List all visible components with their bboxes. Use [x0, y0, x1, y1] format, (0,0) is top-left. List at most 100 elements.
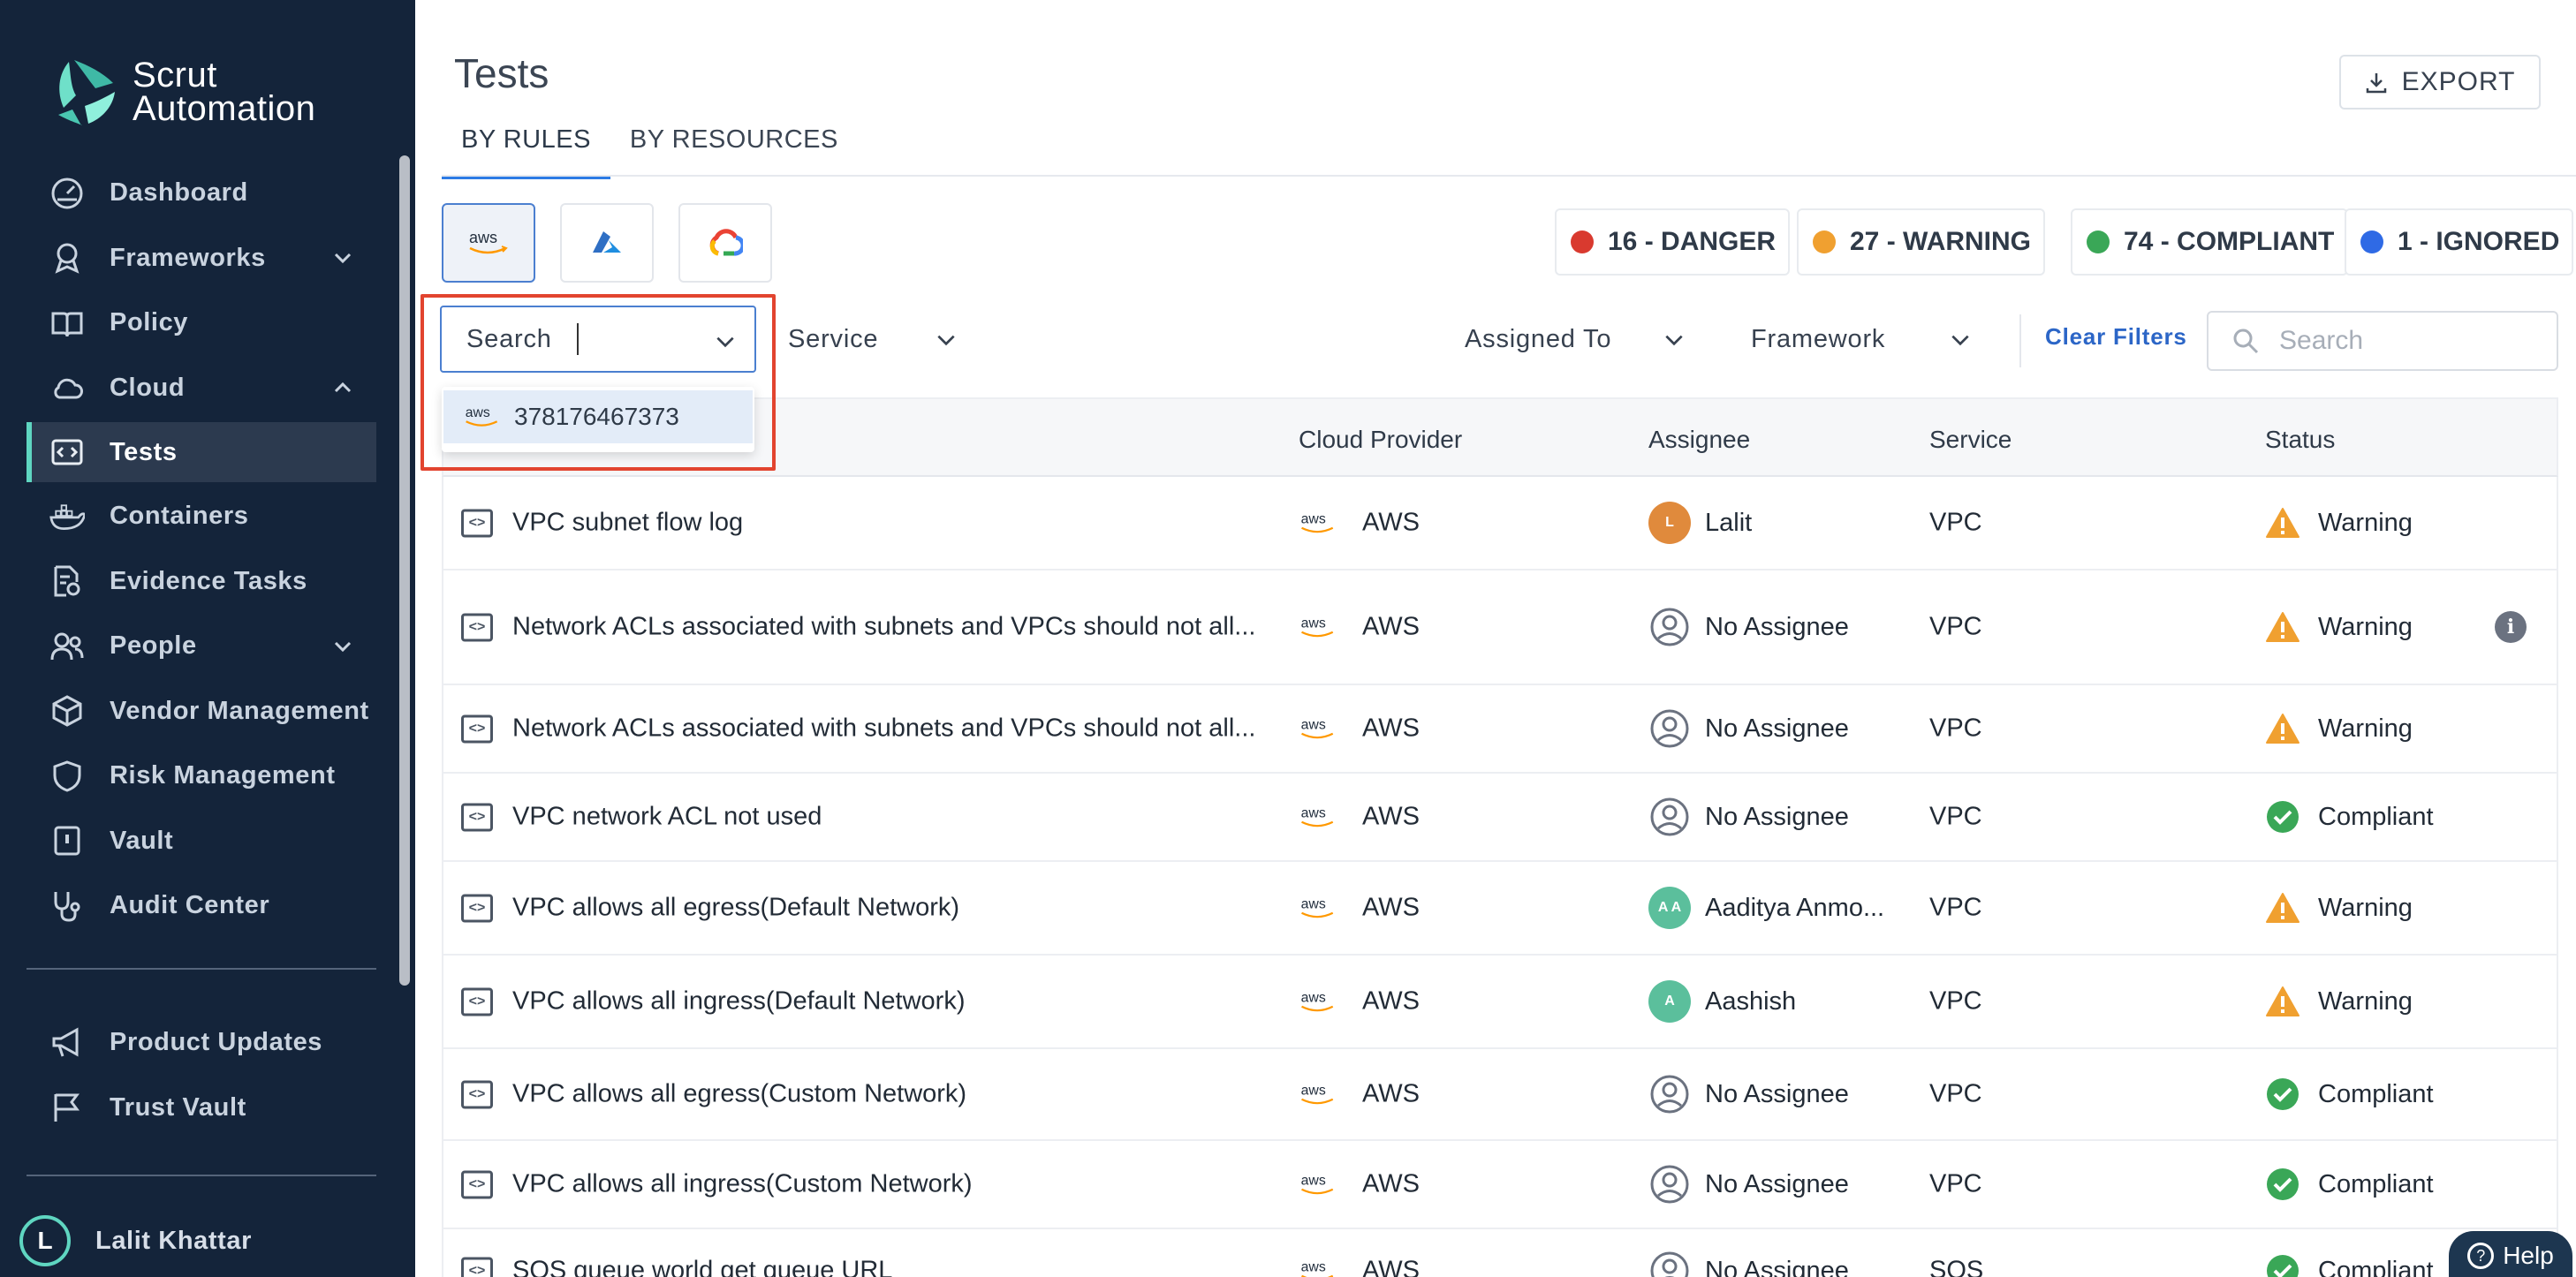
- info-icon[interactable]: i: [2495, 611, 2527, 643]
- warning-count: 27 - WARNING: [1850, 227, 2032, 256]
- column-assignee[interactable]: Assignee: [1648, 426, 1751, 453]
- column-status[interactable]: Status: [2265, 426, 2336, 453]
- sidebar-item-trust-vault[interactable]: Trust Vault: [27, 1076, 376, 1141]
- sidebar-item-dashboard[interactable]: Dashboard: [27, 161, 376, 226]
- export-button[interactable]: EXPORT: [2339, 55, 2541, 110]
- aws-icon: aws: [469, 229, 508, 254]
- service-select[interactable]: Service: [770, 306, 977, 373]
- svg-text:aws: aws: [1301, 1173, 1326, 1188]
- search-input[interactable]: Search: [2207, 311, 2558, 371]
- svg-text:aws: aws: [1301, 805, 1326, 820]
- clear-filters-link[interactable]: Clear Filters: [2045, 323, 2187, 350]
- rule-name[interactable]: VPC allows all ingress(Default Network): [512, 986, 966, 1016]
- sidebar-divider: [27, 968, 376, 970]
- table-row[interactable]: <> VPC allows all ingress(Custom Network)…: [442, 1141, 2558, 1229]
- code-icon: <>: [461, 803, 493, 831]
- rule-name[interactable]: VPC allows all ingress(Custom Network): [512, 1169, 973, 1198]
- assigned-to-select[interactable]: Assigned To: [1447, 306, 1705, 373]
- sidebar-item-frameworks[interactable]: Frameworks: [27, 226, 376, 291]
- sidebar-item-people[interactable]: People: [27, 614, 376, 679]
- service-cell: VPC: [1929, 893, 1982, 922]
- sidebar-item-vendor-management[interactable]: Vendor Management: [27, 679, 376, 744]
- sidebar-item-cloud[interactable]: Cloud: [27, 356, 376, 421]
- warning-counter[interactable]: 27 - WARNING: [1797, 208, 2046, 276]
- service-cell: VPC: [1929, 612, 1982, 641]
- user-profile[interactable]: L Lalit Khattar: [19, 1215, 252, 1266]
- rule-name-cell: <> VPC allows all ingress(Custom Network): [461, 1170, 973, 1199]
- provider-cell: aws AWS: [1299, 894, 1420, 923]
- table-row[interactable]: <> Network ACLs associated with subnets a…: [442, 570, 2558, 685]
- assignee-name: No Assignee: [1705, 612, 1849, 641]
- framework-select[interactable]: Framework: [1733, 306, 1991, 373]
- assignee-cell[interactable]: No Assignee: [1648, 1250, 1849, 1277]
- code-icon: <>: [461, 894, 493, 922]
- table-row[interactable]: <> VPC allows all ingress(Default Network…: [442, 956, 2558, 1049]
- column-cloud-provider[interactable]: Cloud Provider: [1299, 426, 1463, 453]
- rule-name[interactable]: VPC allows all egress(Custom Network): [512, 1079, 967, 1108]
- rule-name[interactable]: VPC subnet flow log: [512, 508, 744, 537]
- danger-counter[interactable]: 16 - DANGER: [1555, 208, 1791, 276]
- table-row[interactable]: <> VPC subnet flow log aws AWS L Lalit VPC Warn…: [442, 477, 2558, 570]
- help-icon: ?: [2467, 1243, 2495, 1269]
- table-header: Cloud Provider Assignee Service Status: [442, 397, 2558, 477]
- tab-by-rules[interactable]: BY RULES: [442, 113, 610, 179]
- sidebar-item-tests[interactable]: Tests: [27, 422, 376, 482]
- sidebar-item-audit-center[interactable]: Audit Center: [27, 873, 376, 939]
- sidebar-item-product-updates[interactable]: Product Updates: [27, 1010, 376, 1076]
- assignee-cell[interactable]: No Assignee: [1648, 1163, 1849, 1205]
- account-option[interactable]: aws 378176467373: [443, 390, 753, 443]
- rule-name[interactable]: VPC network ACL not used: [512, 802, 822, 831]
- docker-icon: [49, 499, 85, 534]
- svg-text:aws: aws: [1301, 511, 1326, 526]
- assignee-cell[interactable]: No Assignee: [1648, 1073, 1849, 1115]
- provider-aws-tile[interactable]: aws: [442, 203, 535, 283]
- table-row[interactable]: <> SQS queue world get queue URL aws AWS No …: [442, 1229, 2558, 1277]
- sidebar-item-label: Cloud: [110, 373, 186, 402]
- assignee-name: No Assignee: [1705, 1256, 1849, 1277]
- chevron-down-icon: [334, 253, 352, 264]
- table-row[interactable]: <> VPC allows all egress(Custom Network) a…: [442, 1049, 2558, 1141]
- scrut-logo[interactable]: Scrut Automation: [49, 57, 315, 127]
- aws-icon: aws: [1301, 896, 1334, 918]
- sidebar-item-policy[interactable]: Policy: [27, 291, 376, 356]
- table-row[interactable]: <> Network ACLs associated with subnets a…: [442, 685, 2558, 774]
- evidence-icon: [49, 563, 85, 599]
- help-button[interactable]: ? Help: [2449, 1231, 2572, 1277]
- gcp-icon: [709, 229, 743, 256]
- sidebar-item-vault[interactable]: Vault: [27, 809, 376, 874]
- table-row[interactable]: <> VPC allows all egress(Default Network)…: [442, 862, 2558, 956]
- assignee-cell[interactable]: No Assignee: [1648, 707, 1849, 750]
- tab-by-resources[interactable]: BY RESOURCES: [629, 125, 838, 154]
- code-icon: <>: [461, 613, 493, 641]
- sidebar-item-evidence-tasks[interactable]: Evidence Tasks: [27, 549, 376, 615]
- text-cursor: [576, 323, 579, 355]
- assignee-cell[interactable]: A A Aaditya Anmo...: [1648, 887, 1884, 929]
- assignee-cell[interactable]: No Assignee: [1648, 606, 1849, 648]
- assignee-cell[interactable]: L Lalit: [1648, 502, 1752, 544]
- rule-name[interactable]: SQS queue world get queue URL: [512, 1256, 893, 1277]
- status-cell: Warning: [2265, 713, 2413, 744]
- provider-gcp-tile[interactable]: [678, 203, 772, 283]
- table-row[interactable]: <> VPC network ACL not used aws AWS No Assig…: [442, 774, 2558, 862]
- compliant-counter[interactable]: 74 - COMPLIANT: [2071, 208, 2349, 276]
- warning-icon: [2265, 713, 2300, 744]
- rule-name[interactable]: Network ACLs associated with subnets and…: [512, 714, 1256, 743]
- rule-name[interactable]: Network ACLs associated with subnets and…: [512, 612, 1256, 641]
- sidebar-item-risk-management[interactable]: Risk Management: [27, 744, 376, 809]
- account-select[interactable]: Search: [440, 306, 756, 373]
- ignored-counter[interactable]: 1 - IGNORED: [2345, 208, 2574, 276]
- assignee-name: No Assignee: [1705, 802, 1849, 831]
- assignee-cell[interactable]: A Aashish: [1648, 980, 1796, 1023]
- sidebar-scrollbar[interactable]: [399, 155, 410, 986]
- sidebar-item-containers[interactable]: Containers: [27, 484, 376, 549]
- sidebar-item-label: Risk Management: [110, 761, 336, 790]
- rule-name[interactable]: VPC allows all egress(Default Network): [512, 893, 960, 922]
- user-circle-icon: [1648, 707, 1691, 750]
- aws-icon: aws: [1301, 1259, 1334, 1277]
- avatar: L: [1648, 502, 1691, 544]
- provider-azure-tile[interactable]: [560, 203, 654, 283]
- rule-name-cell: <> VPC subnet flow log: [461, 509, 743, 538]
- column-service[interactable]: Service: [1929, 426, 2012, 453]
- assignee-cell[interactable]: No Assignee: [1648, 796, 1849, 838]
- tests-table: Cloud Provider Assignee Service Status <…: [442, 397, 2558, 1277]
